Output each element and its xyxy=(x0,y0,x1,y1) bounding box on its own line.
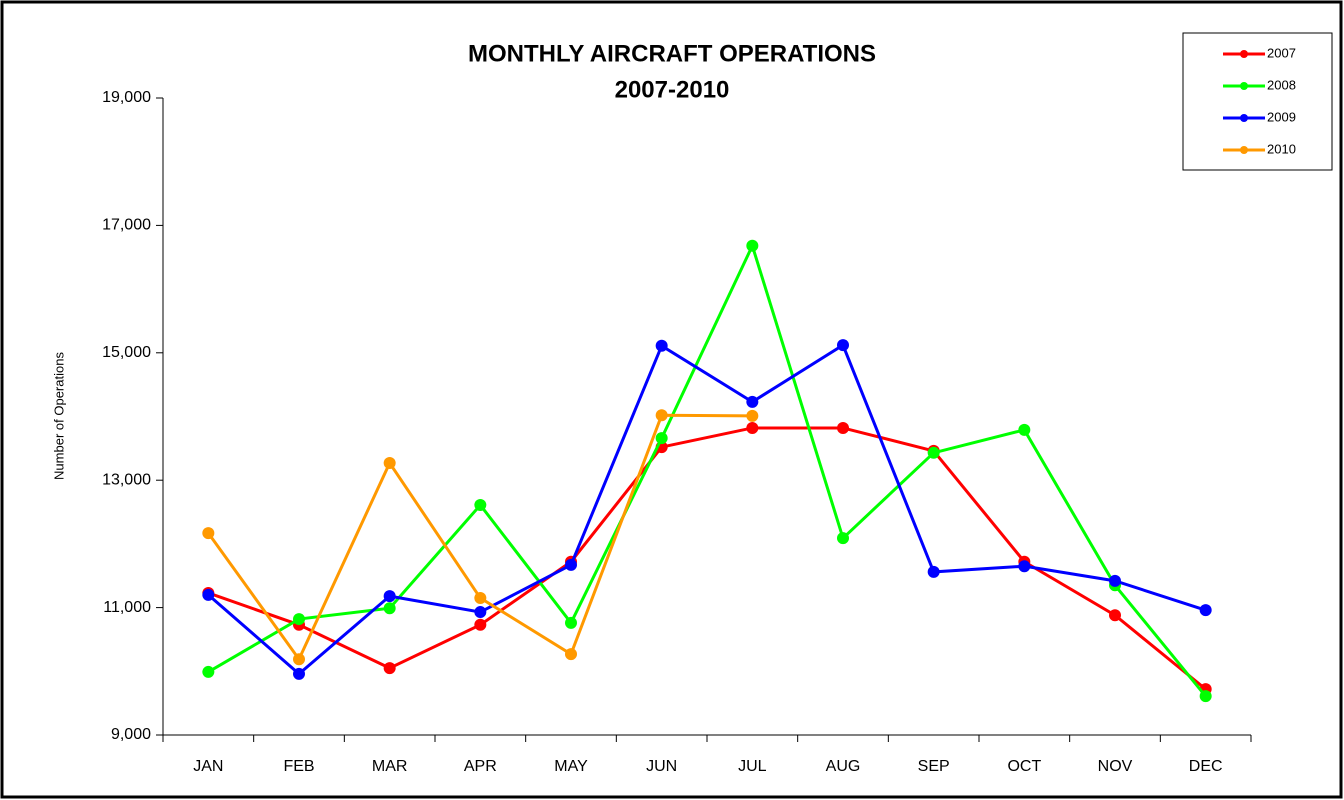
data-point xyxy=(655,432,668,445)
data-point xyxy=(293,653,305,666)
data-point xyxy=(746,409,759,422)
y-tick-label: 9,000 xyxy=(111,726,151,743)
x-tick-label: JUN xyxy=(646,758,677,775)
data-point xyxy=(655,339,668,352)
data-point xyxy=(837,421,849,434)
data-point xyxy=(746,395,759,408)
data-point xyxy=(565,648,577,661)
data-point xyxy=(927,446,940,459)
data-point xyxy=(1018,560,1031,573)
data-point xyxy=(474,618,487,631)
data-point xyxy=(927,565,940,578)
data-point xyxy=(202,665,215,678)
data-point xyxy=(1109,574,1121,587)
legend-marker xyxy=(1240,82,1248,90)
data-point xyxy=(565,558,577,571)
data-point xyxy=(1199,604,1212,617)
data-point xyxy=(1109,609,1121,622)
data-point xyxy=(746,239,759,252)
x-tick-label: APR xyxy=(464,758,497,775)
x-tick-label: AUG xyxy=(826,758,861,775)
legend-marker xyxy=(1240,50,1248,58)
data-point xyxy=(474,499,487,512)
x-tick-label: JAN xyxy=(193,758,223,775)
data-point xyxy=(202,588,215,601)
y-tick-label: 11,000 xyxy=(103,599,151,616)
data-point xyxy=(383,457,396,470)
x-tick-label: MAY xyxy=(554,758,588,775)
legend-marker xyxy=(1240,114,1248,122)
data-point xyxy=(1199,690,1212,703)
y-tick-label: 19,000 xyxy=(102,89,151,106)
y-tick-label: 13,000 xyxy=(102,471,151,488)
data-point xyxy=(293,667,305,680)
legend-label: 2007 xyxy=(1267,45,1296,60)
data-point xyxy=(1018,423,1031,436)
chart-subtitle: 2007-2010 xyxy=(615,76,730,103)
x-tick-label: FEB xyxy=(283,758,314,775)
data-point xyxy=(202,527,215,540)
series-line xyxy=(207,426,1207,691)
x-tick-label: DEC xyxy=(1189,758,1223,775)
x-tick-label: OCT xyxy=(1007,758,1041,775)
data-point xyxy=(474,592,487,605)
legend-label: 2008 xyxy=(1267,77,1296,92)
data-point xyxy=(383,662,396,675)
data-point xyxy=(383,590,396,603)
x-tick-label: MAR xyxy=(372,758,408,775)
data-point xyxy=(383,602,396,615)
series-line xyxy=(207,342,1207,676)
legend-marker xyxy=(1240,146,1248,154)
data-point xyxy=(655,409,668,422)
x-tick-label: NOV xyxy=(1098,758,1133,775)
legend-box xyxy=(1182,32,1333,171)
data-point xyxy=(293,613,305,626)
x-tick-label: JUL xyxy=(738,758,767,775)
data-point xyxy=(474,606,487,619)
y-tick-label: 17,000 xyxy=(102,217,151,234)
chart-title: MONTHLY AIRCRAFT OPERATIONS xyxy=(468,40,876,67)
legend-label: 2010 xyxy=(1267,141,1296,156)
legend-label: 2009 xyxy=(1267,109,1296,124)
x-tick-label: SEP xyxy=(918,758,950,775)
data-point xyxy=(837,339,849,352)
data-point xyxy=(837,532,849,545)
y-tick-label: 15,000 xyxy=(102,344,151,361)
data-point xyxy=(746,421,759,434)
y-axis-label: Number of Operations xyxy=(51,352,66,480)
data-point xyxy=(565,616,577,629)
